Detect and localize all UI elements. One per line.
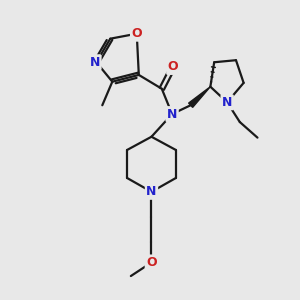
Polygon shape [189, 87, 210, 107]
Text: N: N [167, 108, 177, 121]
Text: O: O [131, 27, 142, 40]
Text: N: N [90, 56, 100, 69]
Text: N: N [146, 185, 157, 198]
Text: N: N [222, 96, 232, 109]
Text: O: O [146, 256, 157, 269]
Text: O: O [168, 61, 178, 74]
